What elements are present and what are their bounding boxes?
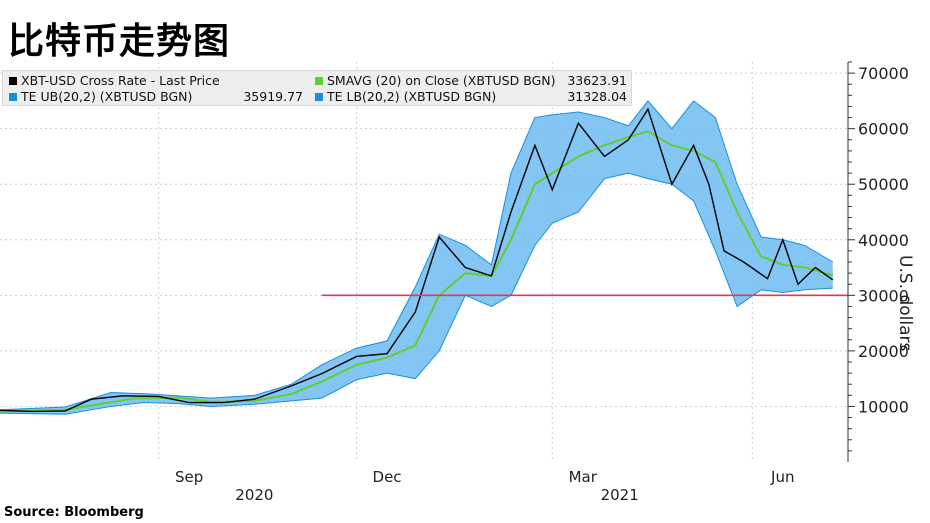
legend: XBT-USD Cross Rate - Last Price SMAVG (2… xyxy=(2,70,632,106)
y-tick-label: 40000 xyxy=(858,231,909,250)
y-tick-label: 20000 xyxy=(858,342,909,361)
chart-title: 比特币走势图 xyxy=(8,21,231,62)
y-axis-label: U.S. dollars xyxy=(895,255,915,352)
legend-value-lower-band: 31328.04 xyxy=(567,89,627,104)
series-lines xyxy=(0,107,834,413)
x-month-label: Jun xyxy=(770,468,794,486)
legend-entry-sma: SMAVG (20) on Close (XBTUSD BGN) xyxy=(315,73,556,88)
y-axis: 10000 20000 30000 40000 50000 60000 70000 xyxy=(847,61,909,462)
legend-label: SMAVG (20) on Close (XBTUSD BGN) xyxy=(327,73,556,88)
legend-entry-lower-band: TE LB(20,2) (XBTUSD BGN) xyxy=(315,89,496,104)
legend-swatch xyxy=(315,77,323,85)
x-year-label: 2020 xyxy=(235,486,273,504)
legend-swatch xyxy=(9,93,17,101)
y-tick-label: 30000 xyxy=(858,286,909,305)
bollinger-band xyxy=(0,100,834,415)
x-axis: Sep Dec Mar Jun 2020 2021 xyxy=(175,468,794,504)
y-tick-label: 70000 xyxy=(858,64,909,83)
legend-value-upper-band: 35919.77 xyxy=(243,89,303,104)
y-tick-label: 50000 xyxy=(858,175,909,194)
y-tick-label: 60000 xyxy=(858,120,909,139)
legend-entry-price: XBT-USD Cross Rate - Last Price xyxy=(9,73,220,88)
lower-band-line xyxy=(0,172,833,415)
legend-swatch xyxy=(315,93,323,101)
x-month-label: Sep xyxy=(175,468,203,486)
upper-band-line xyxy=(0,100,834,411)
source-note: Source: Bloomberg xyxy=(4,505,144,520)
legend-label: TE LB(20,2) (XBTUSD BGN) xyxy=(327,89,497,104)
legend-value-sma: 33623.91 xyxy=(567,73,627,88)
x-year-label: 2021 xyxy=(601,486,639,504)
band-fill xyxy=(0,100,833,415)
y-tick-label: 10000 xyxy=(858,397,909,416)
x-month-label: Dec xyxy=(373,468,402,486)
legend-swatch xyxy=(9,77,17,85)
legend-label: TE UB(20,2) (XBTUSD BGN) xyxy=(21,89,193,104)
legend-label: XBT-USD Cross Rate - Last Price xyxy=(21,73,220,88)
x-month-label: Mar xyxy=(569,468,598,486)
price-line xyxy=(0,107,834,413)
legend-entry-upper-band: TE UB(20,2) (XBTUSD BGN) xyxy=(9,89,192,104)
